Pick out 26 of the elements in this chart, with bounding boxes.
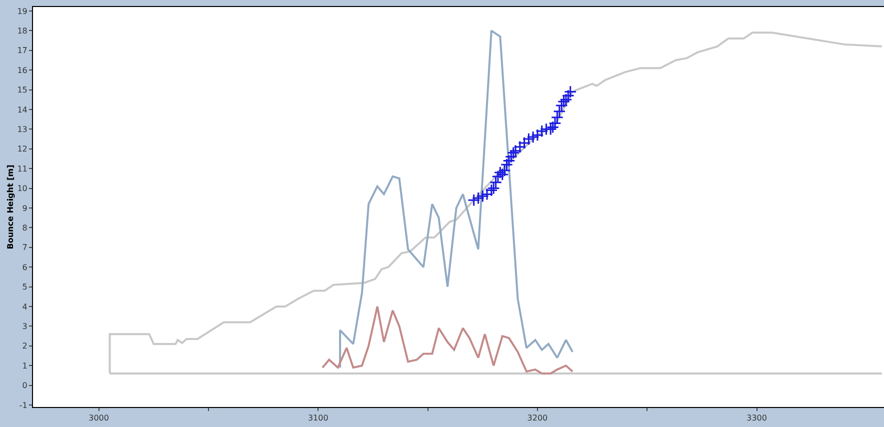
y-tick-label: 13 [17,124,28,134]
y-axis-title: Bounce Height [m] [6,164,15,250]
x-tick-label: 3100 [308,414,328,423]
y-tick-label: 10 [17,184,28,194]
y-tick-label: 18 [17,26,28,36]
y-tick-label: 17 [17,46,28,56]
y-tick-label: 1 [22,361,28,370]
y-tick-label: 3 [22,322,28,332]
y-tick-label: 14 [17,105,28,114]
y-tick-label: 6 [22,262,28,272]
y-tick-label: 9 [22,204,28,213]
y-tick-label: 2 [22,342,28,351]
y-tick-label: 4 [22,302,28,312]
y-tick-label: -1 [19,400,28,410]
y-tick-label: 0 [22,381,28,390]
y-tick-label: 15 [17,86,28,95]
y-tick-label: 11 [17,164,28,174]
x-tick-label: 3200 [527,414,548,423]
y-tick-label: 7 [22,243,28,252]
x-tick-label: 3000 [88,414,109,423]
y-tick-label: 16 [17,66,28,75]
y-tick-label: 19 [17,6,28,16]
x-tick-label: 3300 [746,414,767,423]
y-tick-label: 8 [22,223,28,232]
y-tick-label: 5 [22,282,28,292]
y-tick-label: 12 [17,144,28,154]
